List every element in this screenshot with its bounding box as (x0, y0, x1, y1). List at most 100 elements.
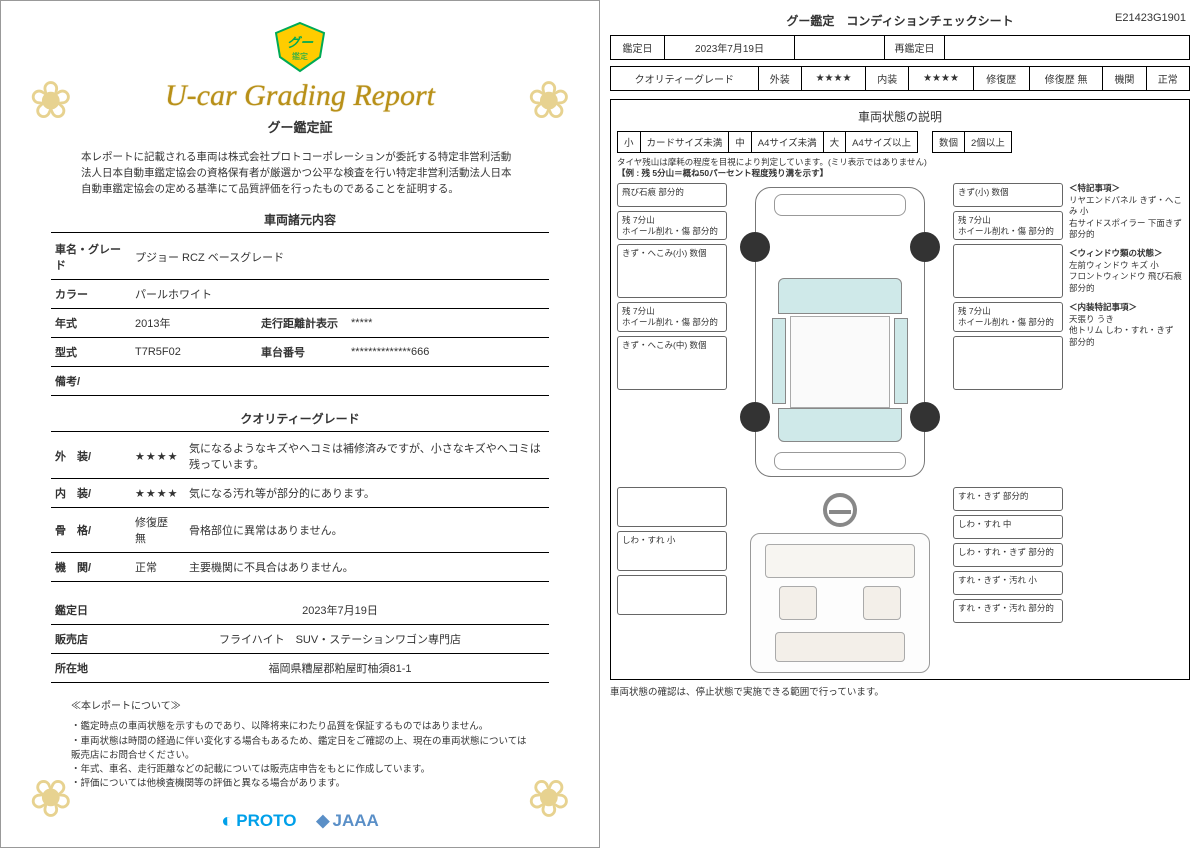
damage-box: 残 7分山 ホイール削れ・傷 部分的 (953, 302, 1063, 331)
damage-box: しわ・すれ 小 (617, 531, 727, 571)
damage-box: きず(小) 数個 (953, 183, 1063, 207)
qrow-f: 修復歴 (973, 67, 1029, 91)
exterior-diagram-row: 飛び石痕 部分的 残 7分山 ホイール削れ・傷 部分的 きず・へこみ(小) 数個… (617, 183, 1183, 481)
size-legend-2: 数個 2個以上 (932, 131, 1012, 153)
size-s3: 中 (729, 132, 752, 153)
report-sub-title: グー鑑定証 (51, 117, 549, 136)
spec-grade-label: 車名・グレード (51, 235, 131, 280)
qrow-i: 正常 (1146, 67, 1189, 91)
q-int-desc: 気になる汚れ等が部分的にあります。 (185, 479, 549, 508)
qrow-b: 外装 (758, 67, 801, 91)
remarks-t1: リヤエンドパネル きず・へこみ 小 右サイドスポイラー 下面きず 部分的 (1069, 195, 1183, 241)
svg-text:グー: グー (287, 35, 314, 50)
size-s5: 大 (823, 132, 846, 153)
damage-box: 残 7分山 ホイール削れ・傷 部分的 (617, 302, 727, 331)
damage-box: すれ・きず・汚れ 部分的 (953, 599, 1063, 623)
ornament-bottom-right: ❀ (527, 767, 571, 827)
remarks-h1: ＜特記事項＞ (1069, 183, 1183, 194)
car-top-view (727, 183, 953, 481)
spec-color-label: カラー (51, 280, 131, 309)
damage-box: しわ・すれ 中 (953, 515, 1063, 539)
q-int-label: 内 装/ (51, 479, 131, 508)
spec-model-value: T7R5F02 (131, 338, 257, 367)
report-script-title: U-car Grading Report (51, 79, 549, 113)
q-ext-stars: ★★★★ (131, 434, 185, 479)
size-legend-1: 小 カードサイズ未満 中 A4サイズ未満 大 A4サイズ以上 (617, 131, 918, 153)
ornament-top-left: ❀ (29, 71, 73, 131)
spec-section-head: 車両諸元内容 (51, 211, 549, 233)
q-frame-desc: 骨格部位に異常はありません。 (185, 508, 549, 553)
spec-color-value: パールホワイト (131, 280, 549, 309)
tire-note-2: 【例 : 残 5分山＝概ね50パーセント程度残り溝を示す】 (617, 168, 1183, 179)
spec-model-label: 型式 (51, 338, 131, 367)
notice-head: ≪本レポートについて≫ (71, 697, 529, 712)
interior-diagram (750, 533, 930, 673)
kantei-date-label: 鑑定日 (611, 36, 665, 60)
remarks-h3: ＜内装特記事項＞ (1069, 302, 1183, 313)
q-ext-desc: 気になるようなキズやヘコミは補修済みですが、小さなキズやヘコミは残っています。 (185, 434, 549, 479)
q-int-stars: ★★★★ (131, 479, 185, 508)
tire-note-1: タイヤ残山は摩耗の程度を目視により判定しています。(ミリ表示ではありません) (617, 157, 1183, 168)
notice-list: ・鑑定時点の車両状態を示すものであり、以降将来にわたり品質を保証するものではあり… (71, 720, 529, 791)
spec-grade-value: プジョー RCZ ベースグレード (131, 235, 549, 280)
interior-right-column: すれ・きず 部分的 しわ・すれ 中 しわ・すれ・きず 部分的 すれ・きず・汚れ … (953, 487, 1063, 673)
size-s7: 数個 (932, 132, 964, 153)
spec-year-value: 2013年 (131, 309, 257, 338)
svg-text:鑑定: 鑑定 (292, 51, 308, 61)
damage-box: きず・へこみ(小) 数個 (617, 244, 727, 298)
q-engine-desc: 主要機関に不具合はありません。 (185, 553, 549, 582)
damage-box (953, 336, 1063, 390)
intro-paragraph: 本レポートに記載される車両は株式会社プロトコーポレーションが委託する特定非営利活… (81, 150, 519, 197)
jaaa-logo: ◆JAAA (316, 811, 378, 831)
damage-box (617, 575, 727, 615)
damage-box: すれ・きず・汚れ 小 (953, 571, 1063, 595)
car-interior-view (727, 487, 953, 673)
size-s1: 小 (618, 132, 641, 153)
damage-box: きず・へこみ(中) 数個 (617, 336, 727, 390)
qrow-e: ★★★★ (909, 67, 973, 91)
proto-logo-text: PROTO (236, 811, 296, 831)
left-damage-column: 飛び石痕 部分的 残 7分山 ホイール削れ・傷 部分的 きず・へこみ(小) 数個… (617, 183, 727, 481)
grading-report-panel: ❀ ❀ ❀ ❀ グー 鑑定 U-car Grading Report グー鑑定証… (0, 0, 600, 848)
f-dealer-value: フライハイト SUV・ステーションワゴン専門店 (131, 625, 549, 654)
steering-wheel-icon (823, 493, 857, 527)
spec-table: 車名・グレード プジョー RCZ ベースグレード カラー パールホワイト 年式 … (51, 235, 549, 396)
condition-sheet-panel: グー鑑定 コンディションチェックシート E21423G1901 鑑定日 2023… (600, 0, 1200, 848)
ornament-top-right: ❀ (527, 71, 571, 131)
date-row-table: 鑑定日 2023年7月19日 再鑑定日 (610, 35, 1190, 60)
q-ext-label: 外 装/ (51, 434, 131, 479)
damage-box: 残 7分山 ホイール削れ・傷 部分的 (953, 211, 1063, 240)
spec-year-label: 年式 (51, 309, 131, 338)
interior-left-column: しわ・すれ 小 (617, 487, 727, 673)
spec-odo-label: 走行距離計表示 (257, 309, 347, 338)
spec-odo-value: ***** (347, 309, 549, 338)
size-s2: カードサイズ未満 (640, 132, 729, 153)
remarks-column: ＜特記事項＞ リヤエンドパネル きず・へこみ 小 右サイドスポイラー 下面きず … (1063, 183, 1183, 481)
damage-box: しわ・すれ・きず 部分的 (953, 543, 1063, 567)
qrow-d: 内装 (866, 67, 909, 91)
damage-box (617, 487, 727, 527)
tire-note: タイヤ残山は摩耗の程度を目視により判定しています。(ミリ表示ではありません) 【… (617, 157, 1183, 179)
right-damage-column: きず(小) 数個 残 7分山 ホイール削れ・傷 部分的 残 7分山 ホイール削れ… (953, 183, 1063, 481)
size-s8: 2個以上 (964, 132, 1011, 153)
footer-table: 鑑定日 2023年7月19日 販売店 フライハイト SUV・ステーションワゴン専… (51, 596, 549, 683)
qrow-a: クオリティーグレード (611, 67, 759, 91)
condition-code: E21423G1901 (1115, 12, 1186, 24)
bottom-note: 車両状態の確認は、停止状態で実施できる範囲で行っています。 (610, 684, 1190, 698)
remarks-h2: ＜ウィンドウ類の状態＞ (1069, 248, 1183, 259)
damage-box: 残 7分山 ホイール削れ・傷 部分的 (617, 211, 727, 240)
q-engine-label: 機 関/ (51, 553, 131, 582)
f-addr-label: 所在地 (51, 654, 131, 683)
remarks-t2: 左前ウィンドウ キズ 小 フロントウィンドウ 飛び石痕 部分的 (1069, 260, 1183, 294)
proto-logo: ◐PROTO (221, 810, 296, 833)
condition-main-box: 車両状態の説明 小 カードサイズ未満 中 A4サイズ未満 大 A4サイズ以上 数… (610, 99, 1190, 680)
f-date-value: 2023年7月19日 (131, 596, 549, 625)
spec-chassis-label: 車台番号 (257, 338, 347, 367)
spec-remark-label: 備考/ (51, 367, 549, 396)
qrow-h: 機関 (1103, 67, 1146, 91)
q-frame-value: 修復歴 無 (131, 508, 185, 553)
f-dealer-label: 販売店 (51, 625, 131, 654)
ornament-bottom-left: ❀ (29, 767, 73, 827)
damage-box: 飛び石痕 部分的 (617, 183, 727, 207)
notice-item: ・鑑定時点の車両状態を示すものであり、以降将来にわたり品質を保証するものではあり… (71, 720, 529, 734)
